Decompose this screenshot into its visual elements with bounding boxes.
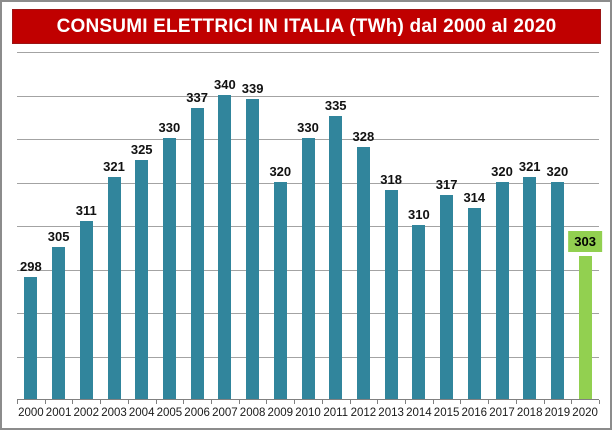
gridline-340	[17, 95, 599, 97]
value-label-2020: 303	[568, 230, 602, 252]
axis-tick	[72, 400, 74, 404]
axis-tick	[294, 400, 296, 404]
x-label-2019: 2019	[544, 407, 571, 419]
value-label-2014: 310	[408, 207, 430, 222]
x-label-2000: 2000	[18, 407, 44, 419]
axis-tick	[377, 400, 379, 404]
axis-tick	[571, 400, 573, 404]
bar-2016	[467, 207, 481, 399]
value-label-2005: 330	[158, 120, 181, 135]
value-label-2011: 335	[324, 98, 347, 114]
bar-2009	[273, 181, 287, 399]
x-label-2018: 2018	[516, 407, 543, 419]
value-label-2008: 339	[241, 80, 264, 96]
x-label-2020: 2020	[572, 407, 598, 419]
x-label-2014: 2014	[406, 407, 432, 419]
axis-tick	[155, 400, 157, 404]
axis-tick	[405, 400, 406, 404]
value-label-2019: 320	[546, 163, 569, 179]
x-label-2005: 2005	[156, 407, 183, 419]
value-label-2007: 340	[214, 76, 236, 92]
bar-2001	[52, 246, 66, 399]
chart-title: CONSUMI ELETTRICI IN ITALIA (TWh) dal 20…	[12, 9, 601, 44]
axis-tick	[488, 400, 490, 404]
axis-tick	[127, 400, 129, 404]
value-label-2001: 305	[47, 228, 70, 244]
x-label-2015: 2015	[433, 407, 460, 419]
x-label-2009: 2009	[267, 407, 294, 419]
axis-tick	[211, 400, 212, 404]
bar-2008	[246, 98, 260, 399]
value-label-2000: 298	[20, 259, 42, 275]
axis-tick	[460, 400, 462, 404]
axis-tick	[183, 400, 185, 404]
bar-2006	[190, 107, 204, 399]
bar-2012	[356, 146, 370, 399]
bar-2018	[523, 177, 537, 399]
value-label-2004: 325	[130, 141, 153, 157]
bar-2005	[162, 138, 176, 399]
x-label-2001: 2001	[45, 407, 72, 419]
value-label-2016: 314	[463, 189, 486, 205]
x-label-2011: 2011	[323, 407, 349, 419]
value-label-2015: 317	[435, 176, 458, 192]
axis-tick	[44, 400, 46, 404]
axis-tick	[432, 400, 434, 404]
bar-2010	[301, 138, 315, 399]
axis-tick	[266, 400, 268, 404]
x-label-2006: 2006	[184, 407, 210, 419]
value-label-2018: 321	[518, 159, 541, 175]
value-label-2009: 320	[269, 163, 292, 179]
axis-tick	[515, 400, 517, 404]
value-label-2003: 321	[103, 159, 125, 175]
x-label-2007: 2007	[212, 407, 238, 419]
x-label-2008: 2008	[239, 407, 266, 419]
value-label-2012: 328	[352, 128, 375, 144]
axis-tick	[349, 400, 351, 404]
axis-tick	[238, 400, 240, 404]
bar-2004	[135, 159, 149, 399]
bar-2003	[107, 177, 121, 399]
value-label-2013: 318	[380, 172, 402, 188]
x-label-2017: 2017	[489, 407, 515, 419]
bar-2015	[440, 194, 454, 399]
axis-tick	[599, 400, 600, 404]
x-label-2013: 2013	[378, 407, 404, 419]
bar-2017	[495, 181, 509, 399]
value-label-2017: 320	[491, 163, 513, 179]
bar-2011	[329, 116, 343, 399]
axis-tick	[321, 400, 323, 404]
plot-area: 298 2000 305 2001 311 2002 321 2003 325 2004 330 20…	[17, 52, 602, 419]
bar-2013	[384, 190, 398, 399]
bar-2020	[578, 255, 592, 399]
value-label-2002: 311	[75, 202, 97, 218]
axis-tick	[100, 400, 102, 404]
bar-2014	[412, 225, 426, 399]
bar-2002	[79, 220, 93, 399]
x-label-2004: 2004	[128, 407, 155, 419]
gridline-350	[17, 52, 599, 53]
bar-2019	[550, 181, 564, 399]
x-label-2003: 2003	[101, 407, 127, 419]
value-label-2006: 337	[186, 89, 208, 105]
value-label-2010: 330	[297, 120, 319, 135]
bar-2007	[218, 94, 232, 399]
x-label-2002: 2002	[73, 407, 100, 419]
bar-2000	[24, 277, 38, 399]
x-label-2016: 2016	[461, 407, 488, 419]
axis-tick	[543, 400, 545, 404]
x-label-2012: 2012	[350, 407, 377, 419]
axis-tick	[17, 400, 18, 404]
x-label-2010: 2010	[295, 407, 321, 419]
